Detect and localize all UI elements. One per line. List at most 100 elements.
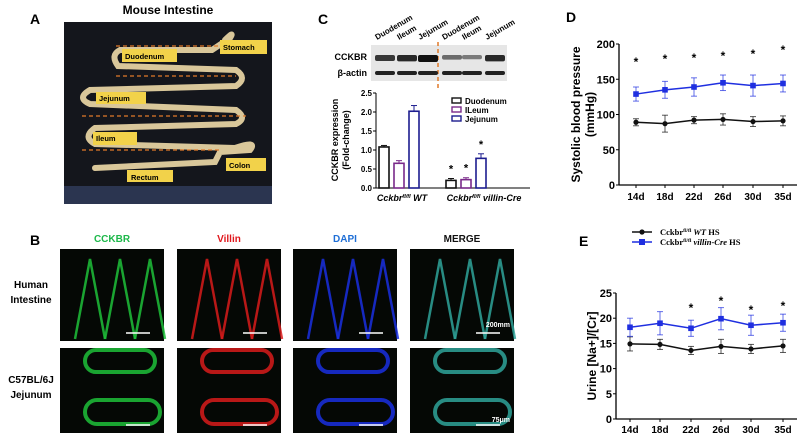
data-point-cre <box>657 320 663 327</box>
panel-d: D 0 50 100 150 200 14d 18d 22d 26d 30d 35d Systolic… <box>566 9 797 203</box>
scale-bar-label: 200mm <box>486 322 510 329</box>
significance-star: * <box>663 52 668 66</box>
villus-outline <box>83 348 157 374</box>
label-ileum: Ileum <box>96 134 116 143</box>
x-tick-label: 14d <box>621 425 638 435</box>
group-label: Cckbrfl/fl villin-Cre <box>447 193 522 203</box>
x-tick-label: 26d <box>714 192 731 203</box>
label-rectum: Rectum <box>131 173 159 182</box>
bar-jejunum <box>408 110 420 189</box>
panel-label-a: A <box>30 11 40 27</box>
villus-outline <box>316 348 390 374</box>
x-tick-label: 18d <box>656 192 673 203</box>
band-beta-actin <box>485 71 505 75</box>
data-point-wt <box>748 346 754 352</box>
band-cckbr <box>418 55 438 62</box>
y-tick-label: 0 <box>606 414 612 426</box>
data-point-wt <box>662 121 668 127</box>
data-point-cre <box>750 82 756 89</box>
band-beta-actin <box>418 71 438 75</box>
significance-star: * <box>721 49 726 63</box>
legend-swatch <box>451 106 462 113</box>
significance-star: * <box>751 47 756 61</box>
band-cckbr <box>442 55 462 60</box>
scale-bar-label: 75μm <box>492 417 510 424</box>
legend-marker <box>639 229 645 235</box>
villus-outline <box>433 398 512 426</box>
panel-b: B CCKBR Villin DAPI MERGE 200mm 75μm Human Inte… <box>8 232 517 433</box>
villus-outline <box>200 348 274 374</box>
y-tick-label: 2.0 <box>361 108 373 117</box>
micrograph-dapi-1 <box>293 348 397 433</box>
row-label: Human <box>14 280 48 291</box>
lane-label: Jejunum <box>484 17 517 41</box>
data-point-wt <box>633 119 639 125</box>
y-axis-label: (mmHg) <box>583 92 597 137</box>
band-cckbr <box>462 55 482 60</box>
y-tick-label: 0 <box>609 180 615 192</box>
column-title-cckbr: CCKBR <box>94 234 131 245</box>
micrograph-cckbr-1 <box>60 348 164 433</box>
bar-jejunum <box>475 157 487 189</box>
band-beta-actin <box>375 71 395 75</box>
row-label: C57BL/6J <box>8 375 54 386</box>
y-tick-label: 2.5 <box>361 89 373 98</box>
data-point-wt <box>750 118 756 125</box>
significance-star: * <box>464 163 469 175</box>
villus-outline <box>306 258 340 340</box>
legend-swatch <box>451 115 462 122</box>
band-cckbr <box>485 55 505 62</box>
data-point-wt <box>718 343 724 350</box>
villus-outline <box>190 258 224 340</box>
row-label: Intestine <box>10 295 52 306</box>
x-tick-label: 22d <box>685 192 702 203</box>
villus-outline <box>453 258 487 340</box>
villus-outline <box>133 258 167 340</box>
villus-outline <box>316 398 395 426</box>
data-point-cre <box>633 91 639 97</box>
y-tick-label: 20 <box>600 313 612 325</box>
column-title-merge: MERGE <box>444 234 481 245</box>
data-point-wt <box>688 347 694 354</box>
y-tick-label: 0.5 <box>361 165 373 174</box>
band-beta-actin <box>462 71 482 75</box>
micrograph-villin-1 <box>177 348 281 433</box>
data-point-cre <box>748 322 754 329</box>
y-axis-label: Systolic blood pressure <box>569 46 583 182</box>
data-point-wt <box>780 118 786 124</box>
ruler <box>64 186 272 204</box>
y-tick-label: 0.0 <box>361 184 373 193</box>
significance-star: * <box>449 164 454 176</box>
villus-outline <box>483 258 517 340</box>
micrograph-merge-1 <box>410 348 514 433</box>
western-blot <box>371 45 507 81</box>
x-tick-label: 30d <box>742 425 759 435</box>
significance-star: * <box>719 294 724 308</box>
intestine-shape <box>80 31 256 171</box>
x-tick-label: 14d <box>627 192 644 203</box>
data-point-cre <box>718 315 724 322</box>
x-tick-label: 22d <box>682 425 699 435</box>
x-tick-label: 18d <box>651 425 668 435</box>
villus-outline <box>250 258 284 340</box>
data-point-wt <box>780 343 786 349</box>
significance-star: * <box>692 51 697 65</box>
villus-outline <box>433 348 507 374</box>
data-point-cre <box>720 79 726 86</box>
significance-star: * <box>634 55 639 69</box>
data-point-cre <box>780 80 786 87</box>
y-axis-label: (Fold-change) <box>341 110 351 170</box>
x-tick-label: 35d <box>774 425 791 435</box>
significance-star: * <box>781 299 786 313</box>
data-point-cre <box>780 319 786 326</box>
series-line-1 <box>635 82 784 95</box>
series-line-0 <box>629 343 784 352</box>
panel-label-b: B <box>30 232 40 248</box>
villus-outline <box>73 258 107 340</box>
legend-label: Jejunum <box>465 115 498 124</box>
legend-marker <box>639 239 645 245</box>
panel-c: C CCKBR β-actin DuodenumIleumJejunumDuod… <box>318 11 530 203</box>
y-axis-label: CCKBR expression <box>330 99 340 182</box>
section-dividers <box>82 45 246 151</box>
significance-star: * <box>781 43 786 57</box>
